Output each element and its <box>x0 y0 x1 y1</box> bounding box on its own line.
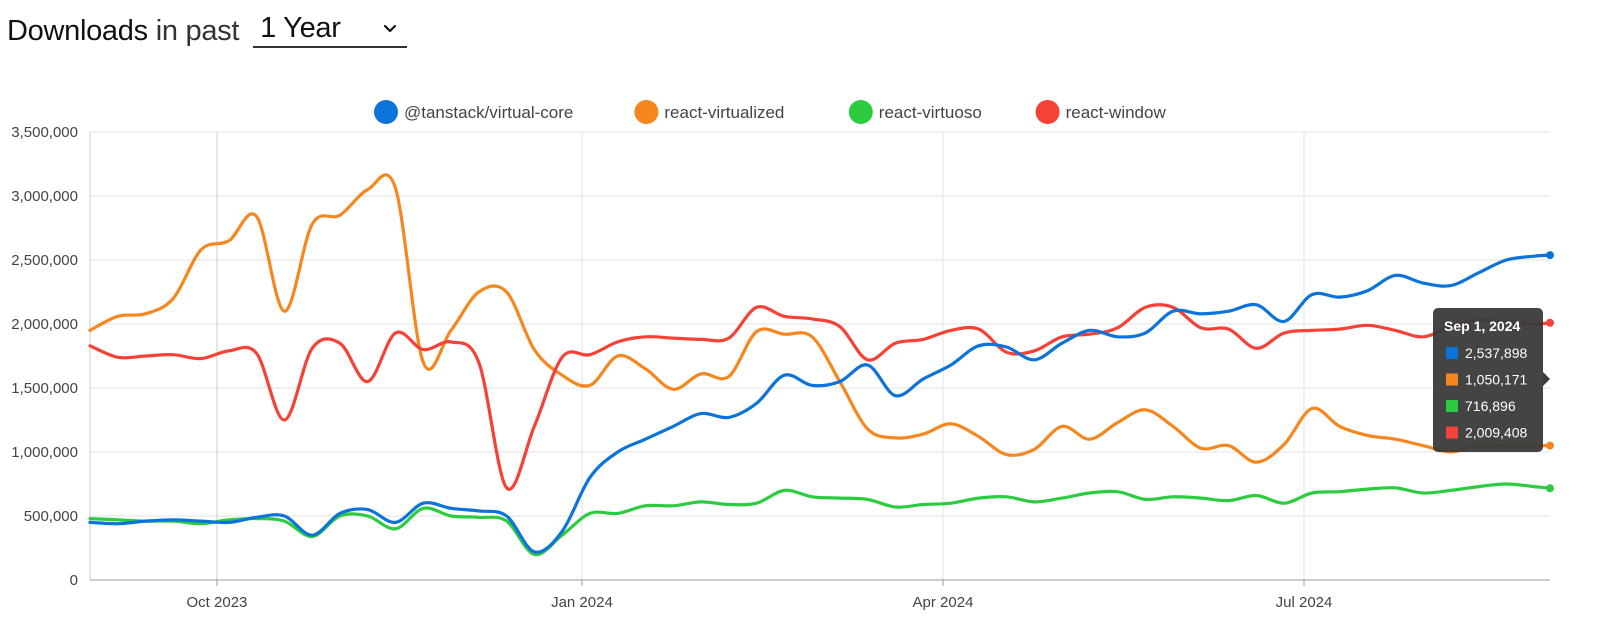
legend-swatch <box>634 100 659 124</box>
legend-item[interactable]: @tanstack/virtual-core <box>374 100 573 124</box>
tooltip-date: Sep 1, 2024 <box>1444 318 1520 334</box>
y-tick-label: 1,500,000 <box>11 380 78 397</box>
legend-item[interactable]: react-virtuoso <box>848 100 982 124</box>
legend-item[interactable]: react-window <box>1035 100 1167 124</box>
legend-label: react-virtualized <box>664 103 784 122</box>
y-tick-label: 2,000,000 <box>11 316 78 333</box>
y-tick-label: 0 <box>70 572 78 589</box>
axis-layer: 0 500,000 1,000,000 1,500,000 2,000,000 2,500… <box>11 124 1550 611</box>
legend-label: react-virtuoso <box>879 103 982 122</box>
x-tick-label: Oct 2023 <box>187 594 248 611</box>
page-subtitle: in past <box>155 15 240 47</box>
y-tick-label: 3,000,000 <box>11 188 78 205</box>
period-select-value: 1 Year <box>260 11 341 44</box>
tooltip-swatch <box>1446 426 1458 439</box>
tooltip-swatch <box>1446 347 1458 359</box>
y-tick-label: 1,000,000 <box>11 444 78 461</box>
series-layer <box>88 173 1554 557</box>
series-end-point-3 <box>1546 318 1554 327</box>
period-select[interactable]: 1 Year <box>253 8 408 48</box>
chevron-down-icon <box>384 24 397 33</box>
series-line-0 <box>88 253 1552 554</box>
legend-swatch <box>374 100 398 124</box>
tooltip-swatch <box>1446 400 1458 412</box>
y-tick-label: 500,000 <box>24 508 78 525</box>
downloads-header: Downloads in past 1 Year <box>7 8 408 48</box>
legend-label: @tanstack/virtual-core <box>404 103 573 122</box>
y-tick-label: 3,500,000 <box>11 124 78 141</box>
series-line-2 <box>88 482 1552 557</box>
tooltip-value: 2,009,408 <box>1465 425 1527 441</box>
tooltip-pointer <box>1543 372 1550 386</box>
series-line-3 <box>88 303 1552 491</box>
x-tick-label: Jan 2024 <box>551 594 613 611</box>
tooltip-value: 716,896 <box>1465 398 1516 414</box>
tooltip: Sep 1, 2024 2,537,898 1,050,171 716,896 2,00… <box>1433 308 1550 452</box>
x-tick-label: Apr 2024 <box>913 594 974 611</box>
legend-swatch <box>1035 100 1060 124</box>
tooltip-swatch <box>1446 373 1458 386</box>
legend-item[interactable]: react-virtualized <box>634 100 784 124</box>
tooltip-value: 1,050,171 <box>1465 372 1527 388</box>
legend-swatch <box>848 100 873 124</box>
y-tick-label: 2,500,000 <box>11 252 78 269</box>
tooltip-box <box>1433 308 1543 452</box>
series-end-point-2 <box>1546 484 1554 493</box>
legend-label: react-window <box>1066 103 1167 122</box>
page-title: Downloads <box>7 15 148 47</box>
x-tick-label: Jul 2024 <box>1276 594 1333 611</box>
series-end-point-1 <box>1546 441 1554 450</box>
series-end-point-0 <box>1546 251 1554 260</box>
tooltip-value: 2,537,898 <box>1465 345 1527 361</box>
series-line-1 <box>88 173 1552 464</box>
legend-layer: @tanstack/virtual-core react-virtualized r… <box>374 100 1166 124</box>
